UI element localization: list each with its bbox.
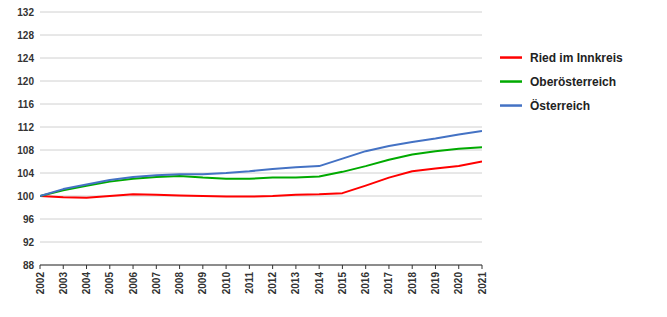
x-tick-label: 2021	[477, 272, 488, 295]
y-tick-label: 116	[18, 99, 35, 110]
series-line	[40, 147, 482, 196]
x-tick-label: 2020	[453, 272, 464, 295]
lines	[40, 131, 482, 198]
x-tick-label: 2016	[360, 272, 371, 295]
x-tick-label: 2006	[128, 272, 139, 295]
x-tick	[156, 265, 157, 269]
legend-label: Ried im Innkreis	[530, 51, 623, 65]
x-tick-label: 2003	[58, 272, 69, 295]
x-axis-line	[40, 265, 482, 266]
x-tick-label: 2010	[221, 272, 232, 295]
grid-line	[40, 58, 482, 59]
x-tick	[249, 265, 250, 269]
x-tick-label: 2017	[383, 272, 394, 295]
x-tick	[388, 265, 389, 269]
x-tick	[226, 265, 227, 269]
x-tick	[109, 265, 110, 269]
x-tick	[295, 265, 296, 269]
x-tick	[365, 265, 366, 269]
x-tick	[202, 265, 203, 269]
x-tick	[272, 265, 273, 269]
x-tick	[342, 265, 343, 269]
y-tick-label: 108	[17, 145, 34, 156]
chart-svg: 88 92 96 100 104 108 112 116 120 124 128 132 2002 200…	[0, 0, 667, 317]
x-tick-label: 2008	[174, 272, 185, 295]
x-tick-label: 2007	[151, 272, 162, 295]
axes: 88 92 96 100 104 108 112 116 120 124 128 132 2002 200…	[17, 7, 487, 295]
grid-line	[40, 242, 482, 243]
y-tick-label: 112	[18, 122, 35, 133]
y-tick-label: 92	[23, 237, 35, 248]
grid-line	[40, 35, 482, 36]
x-tick-label: 2014	[314, 272, 325, 295]
legend: Ried im Innkreis Oberösterreich Österreich	[500, 51, 623, 113]
grid-line	[40, 173, 482, 174]
y-tick-label: 88	[23, 260, 35, 271]
grid-line	[40, 150, 482, 151]
chart-container: 88 92 96 100 104 108 112 116 120 124 128 132 2002 200…	[0, 0, 667, 317]
x-tick	[86, 265, 87, 269]
x-tick-label: 2011	[244, 272, 255, 294]
y-tick-label: 100	[17, 191, 34, 202]
x-tick-label: 2019	[430, 272, 441, 295]
series-line	[40, 131, 482, 196]
x-tick	[458, 265, 459, 269]
grid-line	[40, 81, 482, 82]
y-tick-label: 96	[23, 214, 35, 225]
x-tick	[482, 265, 483, 269]
x-tick-label: 2015	[337, 272, 348, 295]
legend-swatch	[500, 104, 522, 107]
y-tick-label: 104	[17, 168, 34, 179]
x-tick-label: 2002	[35, 272, 46, 295]
x-tick-label: 2004	[81, 272, 92, 295]
legend-swatch	[500, 56, 522, 59]
x-tick-label: 2009	[197, 272, 208, 295]
y-tick-label: 128	[17, 30, 34, 41]
grid-line	[40, 12, 482, 13]
grid-line	[40, 219, 482, 220]
x-tick	[319, 265, 320, 269]
x-tick	[133, 265, 134, 269]
y-tick-label: 132	[17, 7, 34, 18]
grid-line	[40, 104, 482, 105]
x-tick-label: 2012	[267, 272, 278, 295]
legend-label: Österreich	[530, 98, 590, 113]
grid-line	[40, 265, 482, 266]
legend-label: Oberösterreich	[530, 75, 616, 89]
x-tick-label: 2018	[407, 272, 418, 295]
x-tick-label: 2005	[104, 272, 115, 295]
x-tick	[435, 265, 436, 269]
y-tick-label: 124	[17, 53, 34, 64]
x-tick	[412, 265, 413, 269]
x-tick	[63, 265, 64, 269]
legend-swatch	[500, 80, 522, 83]
x-tick-label: 2013	[290, 272, 301, 295]
grid-line	[40, 127, 482, 128]
y-tick-label: 120	[17, 76, 34, 87]
x-tick	[40, 265, 41, 269]
x-tick	[179, 265, 180, 269]
